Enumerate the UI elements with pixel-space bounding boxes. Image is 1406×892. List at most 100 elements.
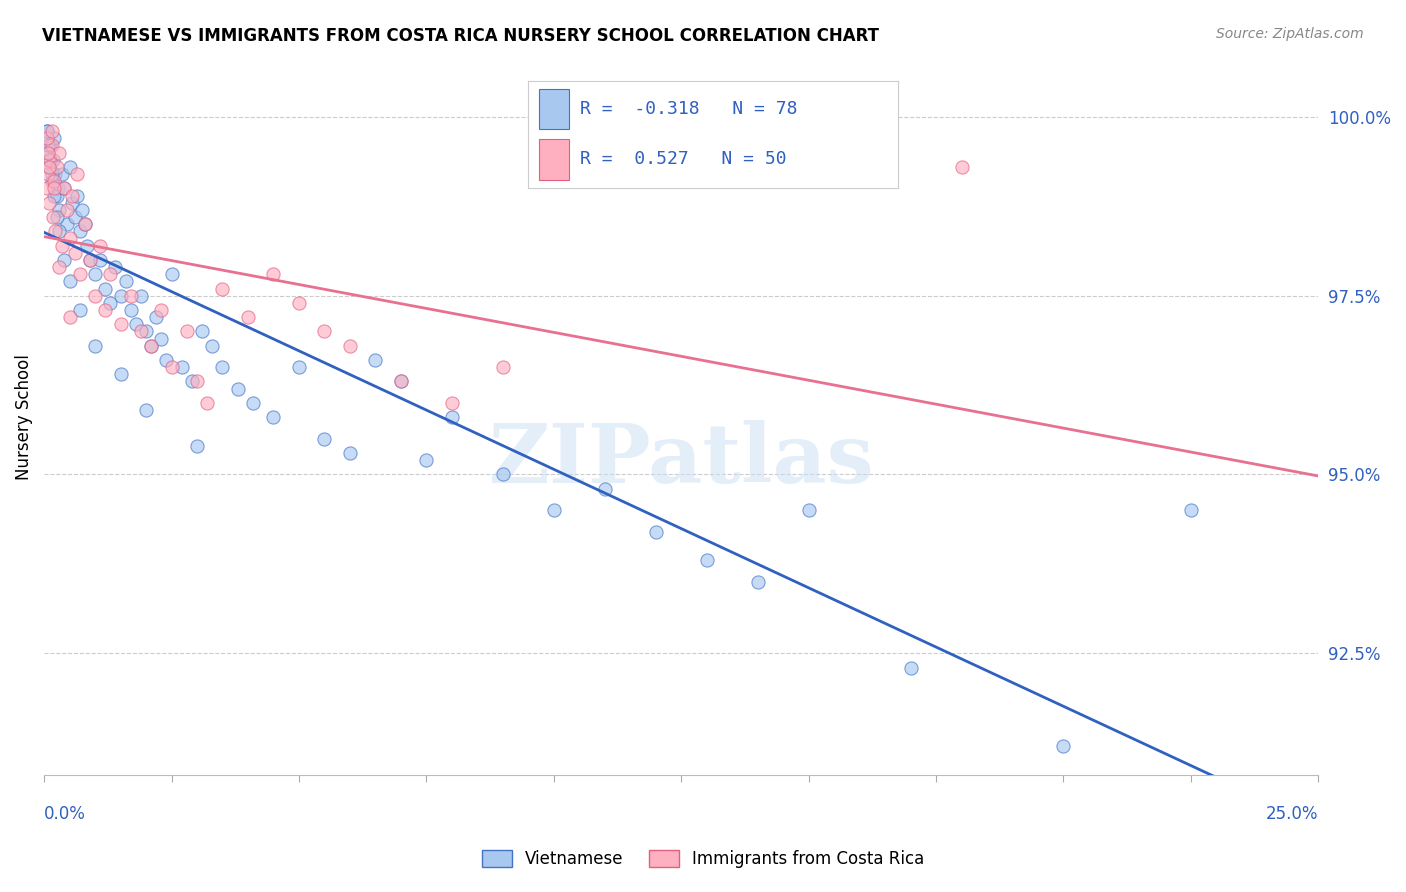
Point [492,467,515,482]
Point [94,302,117,317]
Point [37,138,59,153]
Point [104,260,127,274]
Point [120,302,142,317]
Point [94,281,117,295]
Point [288,295,311,310]
Point [44,174,66,188]
Point [84,267,107,281]
Point [543,503,565,517]
Point [155,353,177,368]
Point [226,382,249,396]
Point [37,145,59,160]
Point [60,195,83,210]
Point [58,274,80,288]
Point [125,318,148,332]
Point [69,302,91,317]
Point [51,238,73,252]
Point [41,138,63,153]
Point [201,339,224,353]
Point [135,403,157,417]
Point [114,274,136,288]
Point [135,325,157,339]
Point [41,124,63,138]
Point [900,660,922,674]
Point [389,375,412,389]
Point [69,267,91,281]
Point [593,482,616,496]
Point [53,181,76,195]
Point [35,181,58,195]
Point [170,360,193,375]
Point [48,224,70,238]
Point [76,238,98,252]
Point [98,267,121,281]
Point [415,453,437,467]
Point [211,281,233,295]
Point [150,332,173,346]
Point [44,131,66,145]
Point [58,231,80,245]
Point [38,160,60,174]
Point [145,310,167,325]
Point [45,210,67,224]
Text: 0.0%: 0.0% [44,805,86,823]
Point [44,181,66,195]
Legend: Vietnamese, Immigrants from Costa Rica: Vietnamese, Immigrants from Costa Rica [475,843,931,875]
Point [129,325,152,339]
Point [38,160,60,174]
Point [314,325,336,339]
Point [288,360,311,375]
Point [1180,503,1202,517]
Point [66,167,89,181]
Point [38,153,60,167]
Point [139,339,162,353]
Point [72,202,94,217]
Point [492,360,515,375]
Point [314,432,336,446]
Point [60,188,83,202]
Point [73,217,96,231]
Point [48,260,70,274]
Point [696,553,718,567]
Point [45,160,67,174]
Point [195,396,218,410]
Point [84,339,107,353]
Point [139,339,162,353]
Point [51,167,73,181]
Point [1052,739,1074,754]
Point [37,167,59,181]
Point [84,288,107,302]
Point [262,410,284,425]
Point [176,325,198,339]
Point [89,252,111,267]
Point [262,267,284,281]
Point [110,288,132,302]
Point [73,217,96,231]
Point [89,238,111,252]
Text: ZIPatlas: ZIPatlas [488,420,875,500]
Point [63,245,86,260]
Point [644,524,666,539]
Point [79,252,101,267]
Point [35,131,58,145]
Point [191,325,214,339]
Point [364,353,387,368]
Point [56,217,79,231]
Point [48,181,70,195]
Point [56,202,79,217]
Point [53,181,76,195]
Point [45,188,67,202]
Text: 25.0%: 25.0% [1265,805,1319,823]
Point [42,153,65,167]
Point [211,360,233,375]
Point [186,375,208,389]
Point [440,396,463,410]
Point [41,167,63,181]
Point [38,195,60,210]
Point [747,574,769,589]
Point [339,446,361,460]
Point [389,375,412,389]
Point [58,160,80,174]
Point [39,138,62,153]
Point [44,224,66,238]
